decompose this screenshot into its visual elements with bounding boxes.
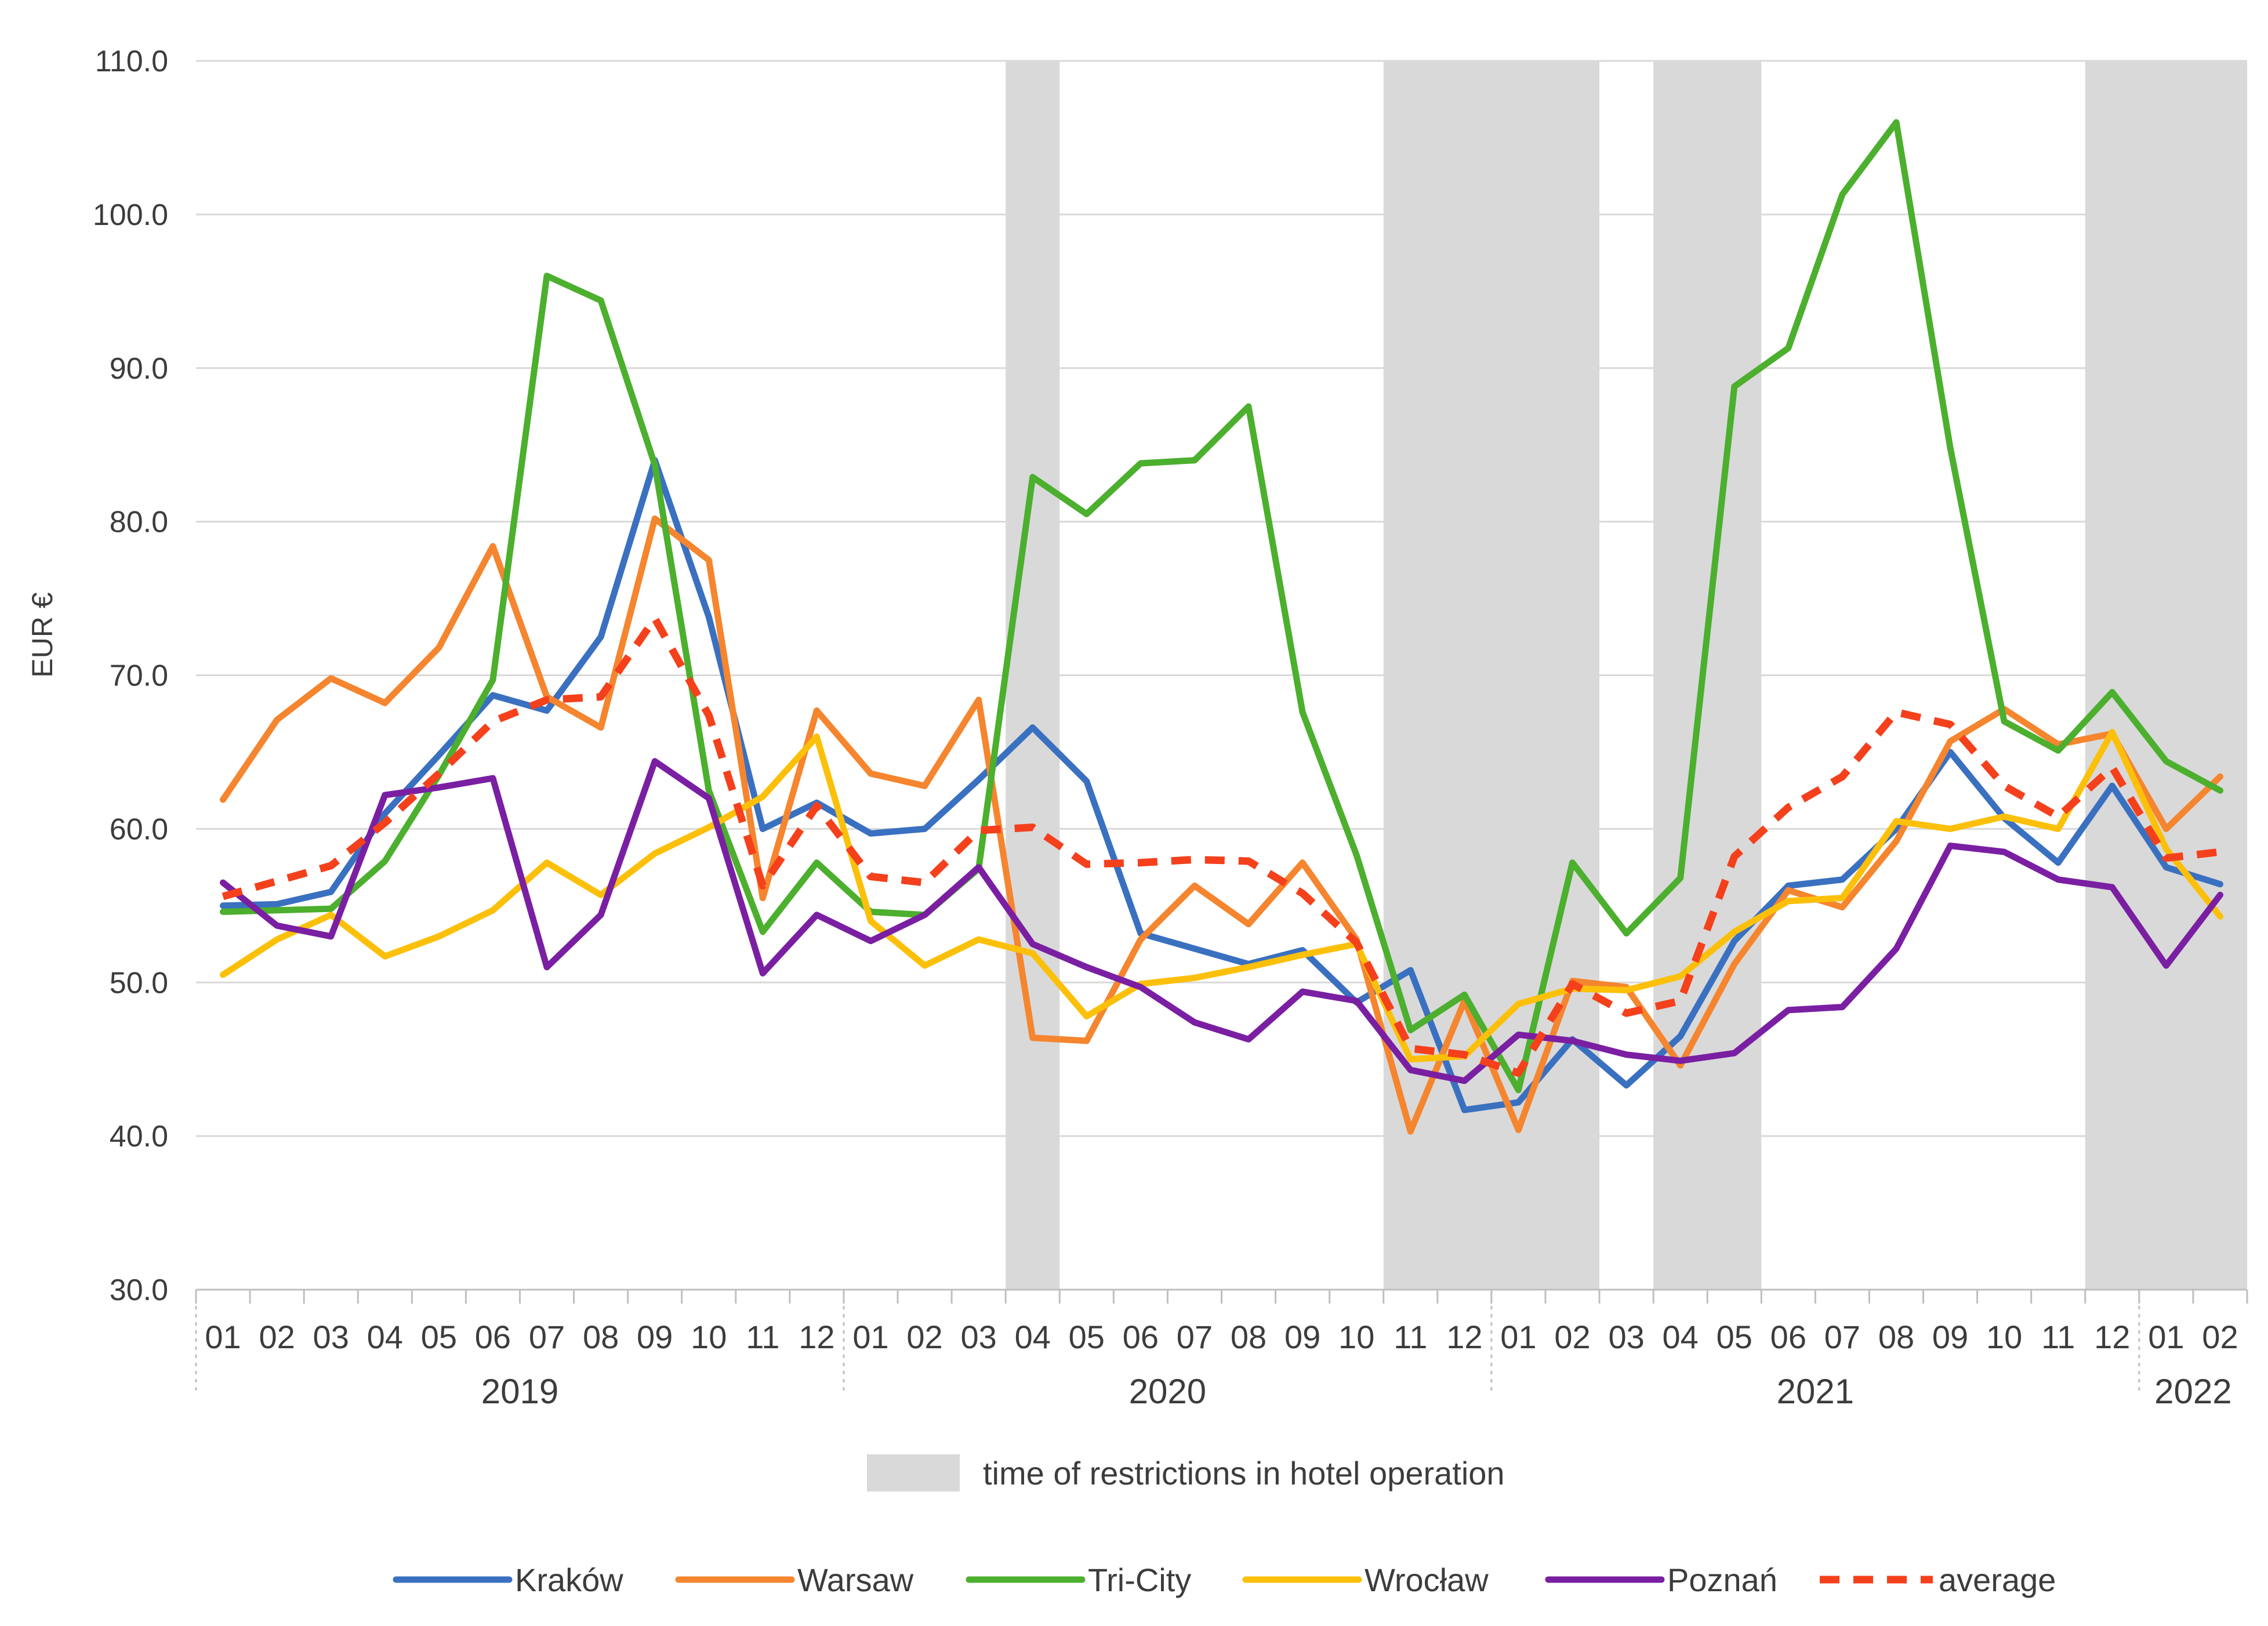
series-line-tri-city bbox=[220, 119, 2223, 1094]
y-tick-label: 40.0 bbox=[110, 1120, 168, 1153]
restriction-legend-swatch bbox=[867, 1454, 960, 1491]
x-tick-label-group: 01 02 03 04 05 06 07 08 09 10 11 12 01 02 03 04 05 06 07 08… bbox=[205, 1319, 2238, 1411]
x-tick-label: 12 bbox=[2094, 1319, 2130, 1355]
x-tick-label: 09 bbox=[1932, 1319, 1968, 1355]
x-tick-label: 08 bbox=[1231, 1319, 1267, 1355]
x-tick-label: 03 bbox=[960, 1319, 996, 1355]
x-tick-label: 02 bbox=[259, 1319, 295, 1355]
series-line-pozna- bbox=[220, 758, 2223, 1084]
series-group bbox=[220, 119, 2223, 1135]
x-tick-label: 06 bbox=[475, 1319, 511, 1355]
x-tick-label: 11 bbox=[1394, 1319, 1427, 1355]
x-tick-label: 01 bbox=[205, 1319, 241, 1355]
y-tick-label: 50.0 bbox=[110, 966, 168, 1000]
x-tick-label: 02 bbox=[1554, 1319, 1590, 1355]
x-tick-label: 06 bbox=[1123, 1319, 1159, 1355]
x-tick-label: 05 bbox=[1717, 1319, 1752, 1355]
x-tick-label: 09 bbox=[637, 1319, 673, 1355]
year-label: 2022 bbox=[2154, 1372, 2231, 1411]
x-tick-label: 12 bbox=[799, 1319, 834, 1355]
x-tick-label: 11 bbox=[746, 1319, 779, 1355]
series-line-warsaw bbox=[220, 515, 2223, 1135]
x-tick-label: 06 bbox=[1770, 1319, 1806, 1355]
y-tick-label: 90.0 bbox=[110, 352, 168, 386]
x-tick-label: 11 bbox=[2041, 1319, 2075, 1355]
y-tick-label: 60.0 bbox=[110, 812, 168, 846]
y-tick-label: 100.0 bbox=[93, 198, 168, 232]
y-tick-label: 70.0 bbox=[110, 659, 168, 693]
legend-label: average bbox=[1939, 1562, 2056, 1598]
x-tick-label: 05 bbox=[1069, 1319, 1105, 1355]
legend-label: Warsaw bbox=[797, 1562, 914, 1598]
x-tick-label: 04 bbox=[1015, 1319, 1051, 1355]
x-tick-label: 04 bbox=[367, 1319, 403, 1355]
x-tick-label: 10 bbox=[1986, 1319, 2022, 1355]
y-tick-label: 30.0 bbox=[110, 1273, 168, 1307]
x-tick-label: 02 bbox=[906, 1319, 942, 1355]
x-tick-label: 08 bbox=[583, 1319, 619, 1355]
legend-label: Tri-City bbox=[1088, 1562, 1191, 1598]
legend-label: Kraków bbox=[515, 1562, 623, 1598]
series-line-average bbox=[222, 615, 2221, 1077]
x-tick-label: 04 bbox=[1663, 1319, 1699, 1355]
x-tick-label: 07 bbox=[1177, 1319, 1213, 1355]
x-tick-label: 02 bbox=[2202, 1319, 2238, 1355]
x-tick-label: 03 bbox=[1608, 1319, 1644, 1355]
restriction-legend-label: time of restrictions in hotel operation bbox=[983, 1455, 1505, 1491]
x-tick-label: 05 bbox=[421, 1319, 457, 1355]
x-axis-group bbox=[195, 1289, 2248, 1392]
legend: time of restrictions in hotel operation K… bbox=[393, 1454, 2056, 1598]
legend-label: Poznań bbox=[1667, 1562, 1777, 1598]
x-tick-label: 12 bbox=[1446, 1319, 1482, 1355]
legend-label: Wrocław bbox=[1365, 1562, 1489, 1598]
series-line-krak-w bbox=[220, 457, 2223, 1113]
year-label: 2020 bbox=[1129, 1372, 1206, 1411]
x-tick-label: 07 bbox=[1824, 1319, 1860, 1355]
x-tick-label: 08 bbox=[1878, 1319, 1914, 1355]
x-tick-label: 01 bbox=[2148, 1319, 2184, 1355]
y-axis-label: EUR € bbox=[26, 592, 59, 677]
year-label: 2019 bbox=[481, 1372, 558, 1411]
x-tick-label: 01 bbox=[1500, 1319, 1536, 1355]
x-tick-label: 09 bbox=[1284, 1319, 1320, 1355]
y-tick-label: 80.0 bbox=[110, 506, 168, 539]
y-tick-label-group: 30.0 40.0 50.0 60.0 70.0 80.0 90.0 100.0 110.0 bbox=[93, 45, 168, 1307]
x-tick-label: 07 bbox=[529, 1319, 565, 1355]
x-tick-label: 10 bbox=[1338, 1319, 1374, 1355]
x-tick-label: 03 bbox=[313, 1319, 349, 1355]
series-line-wroc-aw bbox=[220, 729, 2223, 1063]
x-tick-label: 10 bbox=[691, 1319, 727, 1355]
y-tick-label: 110.0 bbox=[95, 45, 168, 78]
x-tick-label: 01 bbox=[852, 1319, 888, 1355]
year-label: 2021 bbox=[1777, 1372, 1854, 1411]
